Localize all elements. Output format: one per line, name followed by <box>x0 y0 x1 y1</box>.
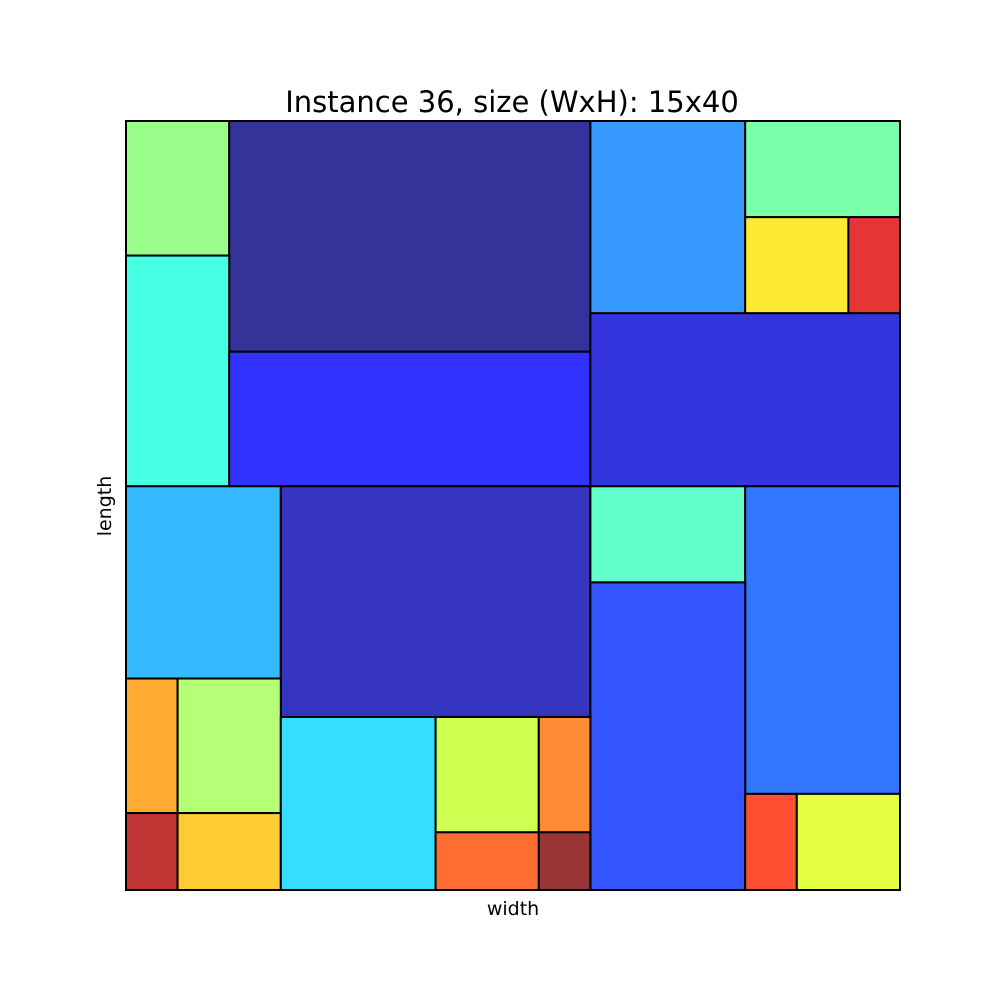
chart-title: Instance 36, size (WxH): 15x40 <box>285 85 739 119</box>
packed-rect-23 <box>537 831 592 892</box>
packed-rect-12 <box>589 485 747 584</box>
packed-rect-18 <box>176 812 282 891</box>
packed-rect-15 <box>125 677 179 815</box>
packed-rect-5 <box>744 216 850 315</box>
packed-rect-20 <box>434 715 540 834</box>
y-axis-label: length <box>94 476 116 537</box>
packed-rectangles <box>125 120 902 892</box>
packed-rect-13 <box>744 485 902 795</box>
x-axis-label: width <box>487 898 539 920</box>
packed-rect-3 <box>589 120 747 315</box>
packed-rect-4 <box>744 120 902 219</box>
packed-rect-11 <box>279 485 592 718</box>
packed-rect-24 <box>744 792 798 891</box>
packed-rect-7 <box>125 254 231 488</box>
packed-rect-1 <box>125 120 231 257</box>
container-frame <box>125 120 901 891</box>
packed-rect-17 <box>125 812 179 891</box>
packed-rect-6 <box>847 216 902 315</box>
packed-rect-19 <box>279 715 437 891</box>
packed-rect-22 <box>434 831 540 892</box>
packed-rect-21 <box>537 715 592 834</box>
packed-rect-9 <box>589 312 902 488</box>
packed-rect-10 <box>125 485 282 680</box>
packed-rect-14 <box>589 581 747 892</box>
packed-rect-25 <box>795 792 901 891</box>
packed-rect-8 <box>228 350 592 488</box>
packed-rect-16 <box>176 677 282 815</box>
packed-rect-2 <box>228 120 592 353</box>
